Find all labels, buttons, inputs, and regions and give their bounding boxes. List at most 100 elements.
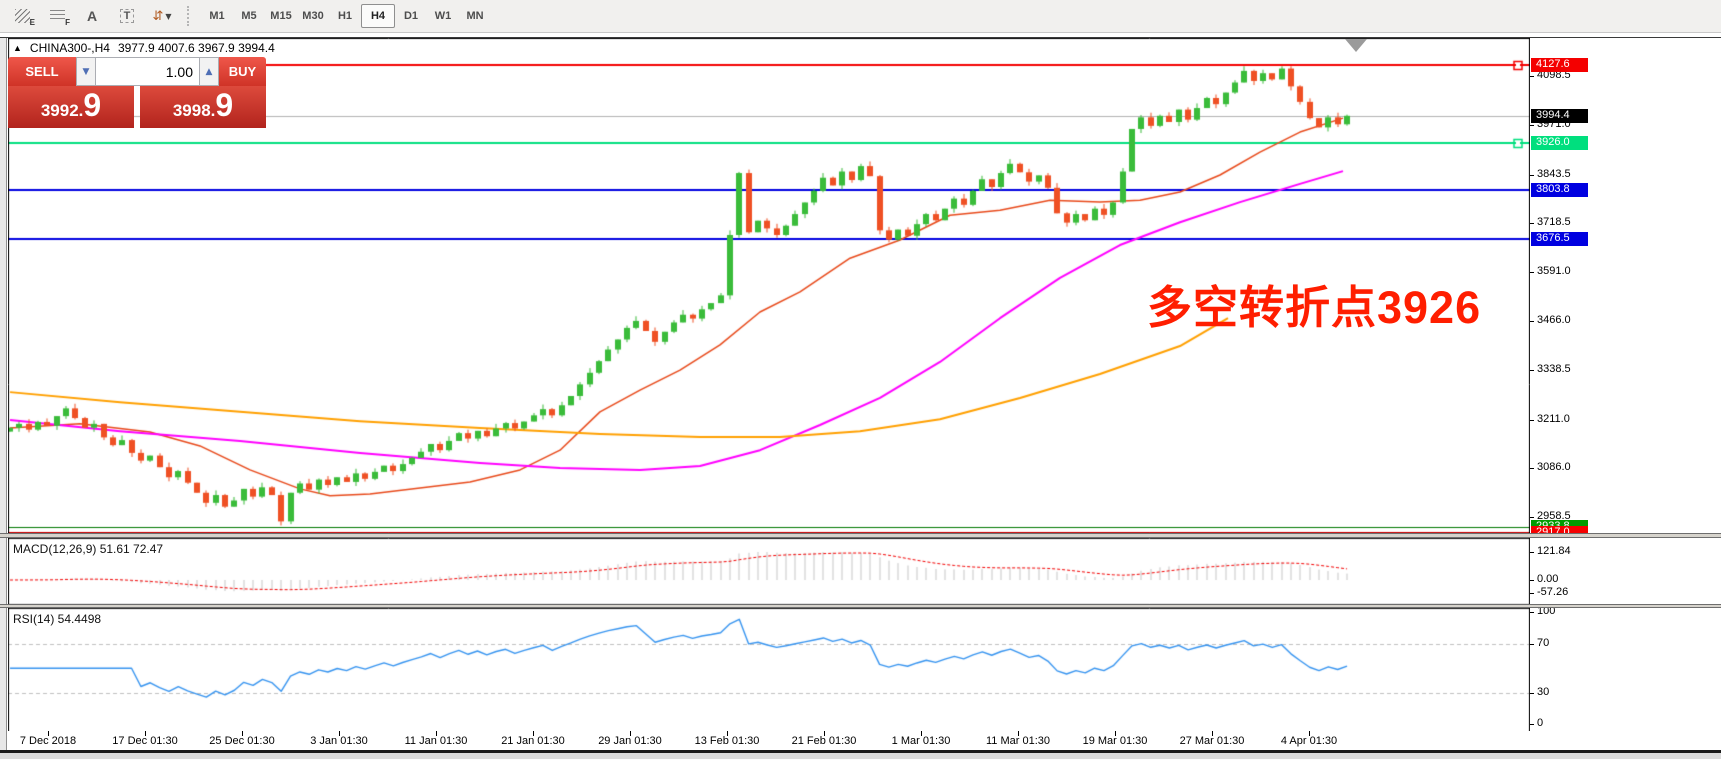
timeframe-m15-button[interactable]: M15: [270, 10, 292, 22]
timeframe-m1-button[interactable]: M1: [209, 10, 225, 22]
indicator-axis-label: 0.00: [1537, 573, 1559, 585]
toolbar: E F A T ⇵ ▼ M1 M5 M15 M30 H1 H4 D1 W1 MN: [0, 0, 1721, 33]
channel-glyph: E: [29, 18, 35, 27]
macd-indicator-label: MACD(12,26,9) 51.61 72.47: [13, 542, 164, 556]
text-label-tool-button[interactable]: T: [111, 3, 143, 29]
price-tick-label: 3211.0: [1537, 413, 1570, 425]
symbol-period-label: CHINA300-,H4: [29, 41, 110, 55]
time-axis-label: 29 Jan 01:30: [598, 735, 662, 747]
time-axis-label: 25 Dec 01:30: [209, 735, 275, 747]
volume-input[interactable]: 1.00: [96, 57, 199, 86]
time-tick-mark: [921, 731, 922, 736]
time-tick-mark: [339, 731, 340, 736]
chart-canvas[interactable]: [8, 38, 1530, 731]
time-tick-mark: [436, 731, 437, 736]
timeframe-m30-button[interactable]: M30: [302, 10, 324, 22]
bid-price-major: 3992.: [40, 101, 84, 120]
price-tick-mark: [1530, 370, 1534, 371]
buy-button[interactable]: BUY: [219, 57, 266, 86]
indicator-axis-label: -57.26: [1537, 586, 1569, 598]
arrow-tools-button[interactable]: ⇵ ▼: [146, 3, 178, 29]
time-axis-label: 7 Dec 2018: [19, 735, 77, 747]
ohlc-values: 3977.9 4007.6 3967.9 3994.4: [117, 41, 275, 55]
price-level-badge: 2917.0: [1531, 526, 1588, 534]
time-axis-label: 4 Apr 01:30: [1280, 735, 1338, 747]
price-tick-label: 3086.0: [1537, 461, 1571, 473]
indicator-axis-label: 100: [1537, 605, 1556, 617]
time-axis-label: 19 Mar 01:30: [1082, 735, 1148, 747]
equidistant-channel-icon[interactable]: E: [6, 3, 38, 29]
chevron-down-icon: ▼: [165, 11, 172, 21]
time-tick-mark: [242, 731, 243, 736]
text-tool-button[interactable]: A: [76, 3, 108, 29]
timeframe-d1-button[interactable]: D1: [403, 10, 419, 22]
time-tick-mark: [145, 731, 146, 736]
fibonacci-retracement-icon[interactable]: F: [41, 3, 73, 29]
ask-price-pip: 9: [215, 87, 234, 123]
time-tick-mark: [824, 731, 825, 736]
price-level-badge: 3803.8: [1531, 183, 1588, 197]
price-tick-mark: [1530, 420, 1534, 421]
one-click-trading-panel: SELL ▼ 1.00 ▲ BUY 3992. 9 3998. 9: [8, 57, 266, 128]
time-tick-mark: [630, 731, 631, 736]
timeframe-mn-button[interactable]: MN: [466, 10, 484, 22]
indicator-axis-label: 121.84: [1537, 545, 1571, 557]
timeframe-m5-button[interactable]: M5: [241, 10, 257, 22]
time-tick-mark: [48, 731, 49, 736]
volume-increase-button[interactable]: ▲: [199, 57, 219, 86]
rsi-indicator-label: RSI(14) 54.4498: [13, 612, 102, 626]
price-tick-label: 3466.0: [1537, 314, 1571, 326]
price-tick-mark: [1530, 125, 1534, 126]
time-axis-label: 27 Mar 01:30: [1179, 735, 1245, 747]
price-tick-mark: [1530, 76, 1534, 77]
time-tick-mark: [1115, 731, 1116, 736]
timeframe-w1-button[interactable]: W1: [434, 10, 452, 22]
price-level-badge: 4127.6: [1531, 58, 1588, 72]
text-label-icon: T: [119, 9, 135, 23]
fibonacci-glyph: F: [65, 18, 70, 27]
collapse-triangle-icon[interactable]: ▲: [13, 43, 22, 53]
price-level-badge: 3926.0: [1531, 136, 1588, 150]
time-axis-label: 21 Jan 01:30: [501, 735, 565, 747]
toolbar-separator: [187, 6, 193, 26]
bid-price-pip: 9: [83, 87, 102, 123]
indicator-tick-mark: [1530, 580, 1534, 581]
price-tick-label: 2958.5: [1537, 510, 1571, 522]
price-tick-label: 3843.5: [1537, 168, 1571, 180]
timeframe-h1-button[interactable]: H1: [337, 10, 353, 22]
window-top-border: [0, 37, 1721, 38]
indicator-tick-mark: [1530, 552, 1534, 553]
text-tool-icon: A: [86, 8, 98, 24]
horizontal-scrollbar[interactable]: [0, 750, 1721, 759]
sell-button[interactable]: SELL: [8, 57, 76, 86]
timeframe-h4-button[interactable]: H4: [361, 4, 395, 28]
macd-panel-splitter[interactable]: [0, 533, 1721, 538]
volume-decrease-button[interactable]: ▼: [76, 57, 96, 86]
arrows-icon: ⇵: [152, 8, 164, 24]
indicator-axis-label: 0: [1537, 717, 1544, 729]
price-tick-label: 3338.5: [1537, 363, 1571, 375]
indicator-tick-mark: [1530, 612, 1534, 613]
time-axis-label: 11 Mar 01:30: [985, 735, 1051, 747]
price-level-badge: 3994.4: [1531, 109, 1588, 123]
price-tick-label: 3718.5: [1537, 216, 1571, 228]
chart-text-annotation: 多空转折点3926: [1147, 282, 1482, 333]
price-tick-label: 3591.0: [1537, 265, 1571, 277]
ask-price-box[interactable]: 3998. 9: [140, 86, 266, 128]
window-left-frame: [0, 38, 7, 750]
indicator-axis-label: 30: [1537, 686, 1550, 698]
indicator-tick-mark: [1530, 724, 1534, 725]
rsi-panel-splitter[interactable]: [0, 604, 1721, 608]
bid-price-box[interactable]: 3992. 9: [8, 86, 134, 128]
indicator-tick-mark: [1530, 644, 1534, 645]
price-tick-mark: [1530, 468, 1534, 469]
time-axis-label: 3 Jan 01:30: [310, 735, 368, 747]
price-tick-mark: [1530, 321, 1534, 322]
channel-pattern-icon: [14, 9, 30, 23]
chart-shift-triangle-icon[interactable]: [1345, 39, 1367, 52]
time-axis-label: 1 Mar 01:30: [891, 735, 951, 747]
price-tick-mark: [1530, 175, 1534, 176]
indicator-axis-label: 70: [1537, 637, 1550, 649]
time-axis-label: 11 Jan 01:30: [404, 735, 468, 747]
indicator-tick-mark: [1530, 693, 1534, 694]
